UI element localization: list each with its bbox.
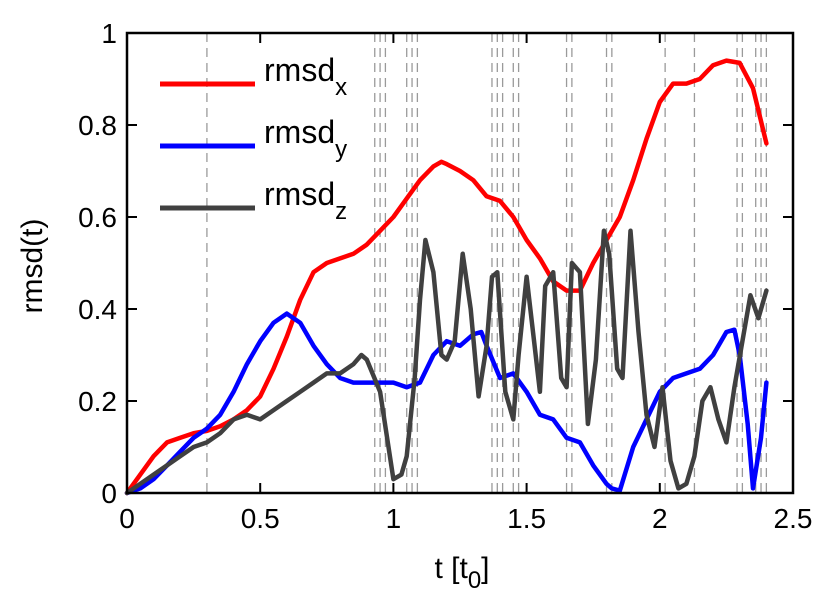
legend-label-sub-x: x — [335, 74, 347, 101]
event-marker-lines — [206, 33, 768, 493]
y-tick-label-1: 0.2 — [78, 386, 117, 417]
y-tick-label-5: 1 — [101, 18, 117, 49]
x-tick-label-0: 0 — [119, 503, 135, 534]
legend-label-main-z: rmsd — [264, 176, 335, 212]
y-tick-label-4: 0.8 — [78, 110, 117, 141]
x-tick-label-1: 0.5 — [241, 503, 280, 534]
series-line-rmsd-z — [124, 228, 769, 496]
y-tick-label-0: 0 — [101, 478, 117, 509]
x-tick-label-4: 2 — [652, 503, 668, 534]
legend-label-x: rmsdx — [264, 52, 347, 101]
x-tick-label-3: 1.5 — [507, 503, 546, 534]
y-tick-label-2: 0.4 — [78, 294, 117, 325]
plot-frame — [125, 31, 795, 495]
legend-label-main-y: rmsd — [264, 114, 335, 150]
x-axis-title-close: ] — [481, 552, 489, 585]
legend-label-y: rmsdy — [264, 114, 347, 163]
legend-label-sub-z: z — [335, 198, 347, 225]
x-tick-label-5: 2.5 — [774, 503, 813, 534]
x-axis-title: t [t0] — [434, 552, 489, 594]
y-tick-label-3: 0.6 — [78, 202, 117, 233]
tick-labels: 0 0.5 1 1.5 2 2.5 0 0.2 0.4 0.6 0.8 1 — [78, 18, 812, 534]
x-axis-title-sub: 0 — [468, 567, 481, 594]
x-tick-label-2: 1 — [386, 503, 402, 534]
legend-label-sub-y: y — [335, 136, 347, 163]
series-line-rmsd-y — [124, 311, 769, 496]
y-axis-title: rmsd(t) — [16, 219, 49, 314]
legend-label-main-x: rmsd — [264, 52, 335, 88]
series-lines — [124, 58, 769, 496]
x-axis-title-main: t [t — [434, 552, 468, 585]
legend-label-z: rmsdz — [264, 176, 347, 225]
